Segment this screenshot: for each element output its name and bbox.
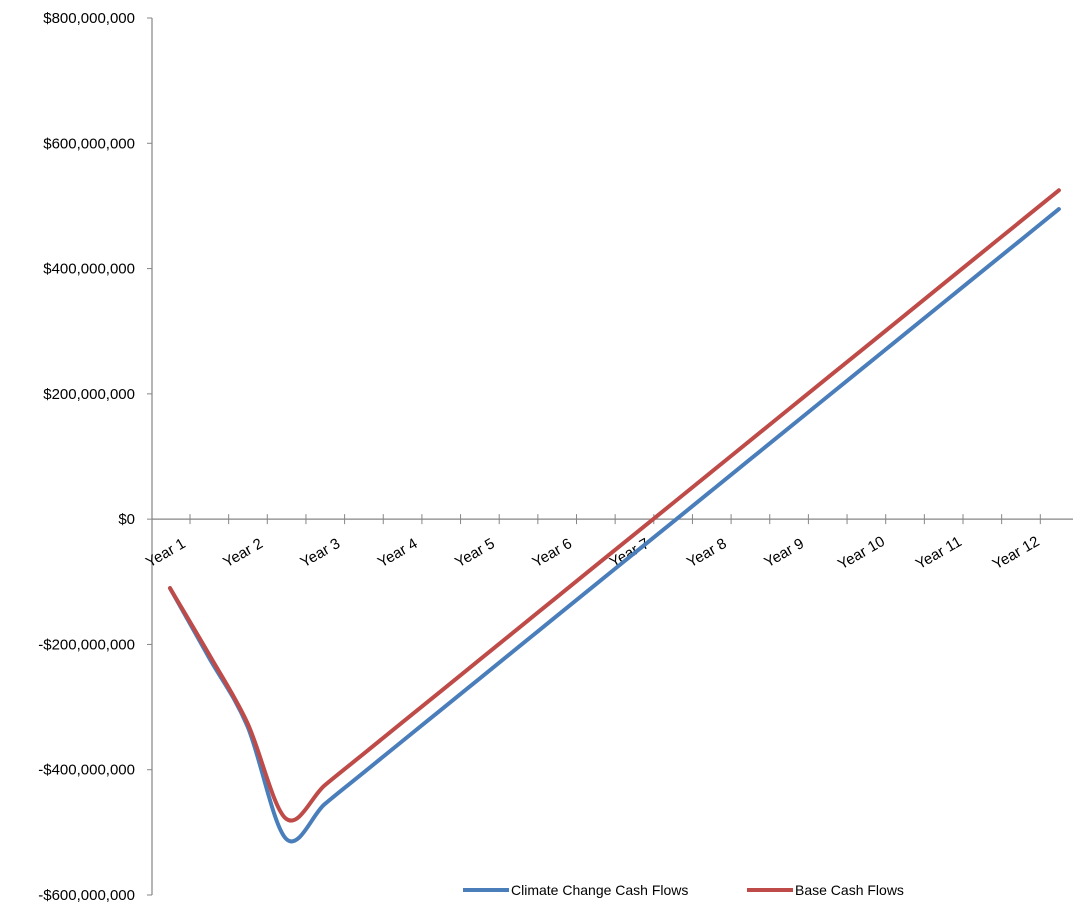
legend-item-base-cash-flows: Base Cash Flows	[747, 882, 904, 898]
x-tick-label: Year 11	[913, 533, 965, 573]
legend-item-climate-change-cash-flows: Climate Change Cash Flows	[463, 882, 688, 898]
y-tick-label: $400,000,000	[43, 261, 135, 278]
y-axis: $800,000,000 $600,000,000 $400,000,000 $200…	[38, 10, 153, 904]
x-axis: Year 1 Year 2 Year 3 Year 4 Year 5 Year 6 Year…	[143, 514, 1073, 573]
x-tick-label: Year 3	[298, 535, 344, 571]
x-tick-label: Year 1	[143, 535, 189, 571]
x-tick-label: Year 5	[452, 535, 498, 571]
y-tick-label: -$600,000,000	[38, 887, 135, 904]
x-tick-label: Year 10	[835, 533, 888, 573]
y-tick-label: $800,000,000	[43, 10, 135, 27]
x-tick-label: Year 2	[220, 535, 266, 571]
x-tick-label: Year 4	[375, 535, 421, 571]
series-lines	[168, 188, 1061, 844]
y-tick-label: $200,000,000	[43, 386, 135, 403]
series-line-climate-change-cash-flows	[168, 207, 1061, 844]
y-tick-label: -$200,000,000	[38, 636, 135, 653]
legend-label: Climate Change Cash Flows	[511, 882, 688, 898]
y-tick-label: $0	[118, 511, 135, 528]
legend-label: Base Cash Flows	[795, 882, 904, 898]
legend: Climate Change Cash Flows Base Cash Flows	[463, 882, 904, 898]
series-line-base-cash-flows	[168, 188, 1061, 823]
y-tick-label: $600,000,000	[43, 135, 135, 152]
x-tick-label: Year 9	[761, 535, 807, 571]
x-tick-label: Year 12	[990, 533, 1043, 573]
x-tick-label: Year 8	[684, 535, 730, 571]
x-tick-label: Year 6	[529, 535, 575, 571]
y-tick-label: -$400,000,000	[38, 762, 135, 779]
